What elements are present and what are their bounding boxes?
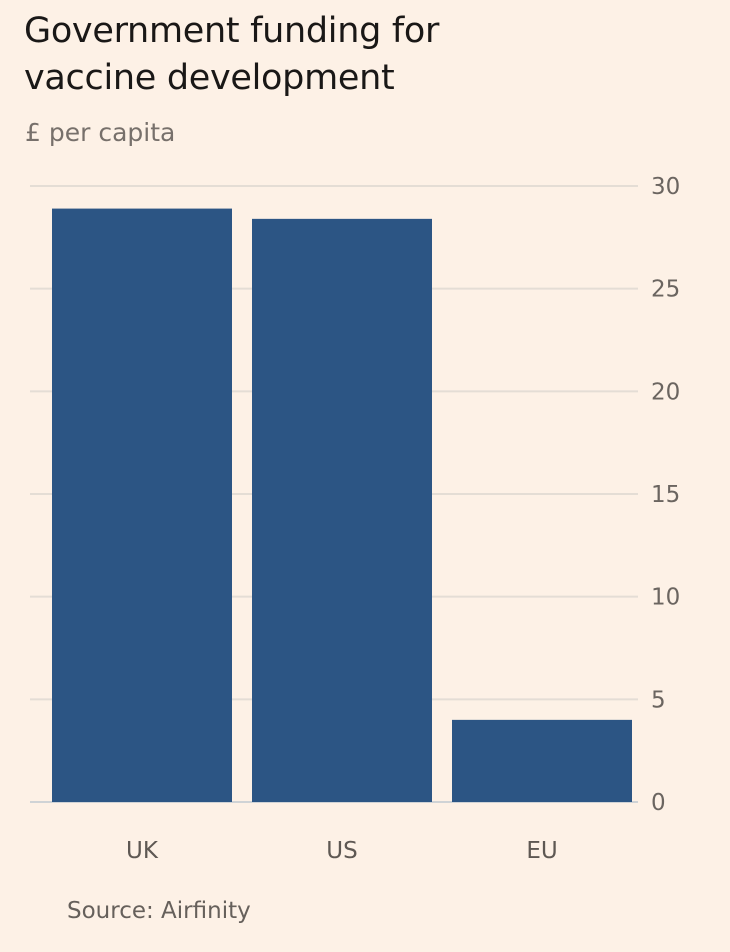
y-tick-label: 20 (651, 379, 680, 405)
bar-uk (52, 208, 232, 802)
source-note: Source: Airfinity (67, 898, 251, 924)
x-tick-label: UK (126, 838, 159, 864)
y-tick-label: 25 (651, 277, 680, 303)
chart-subtitle: £ per capita (25, 118, 176, 147)
x-tick-label: US (326, 838, 357, 864)
y-tick-label: 5 (651, 687, 666, 713)
bar-eu (452, 719, 632, 802)
bar-us (252, 218, 432, 802)
y-tick-label: 15 (651, 482, 680, 508)
y-tick-label: 10 (651, 585, 680, 611)
chart-title: Government funding for vaccine developme… (24, 11, 440, 98)
y-tick-label: 30 (651, 174, 680, 200)
x-tick-label: EU (526, 838, 557, 864)
y-tick-label: 0 (651, 790, 666, 816)
